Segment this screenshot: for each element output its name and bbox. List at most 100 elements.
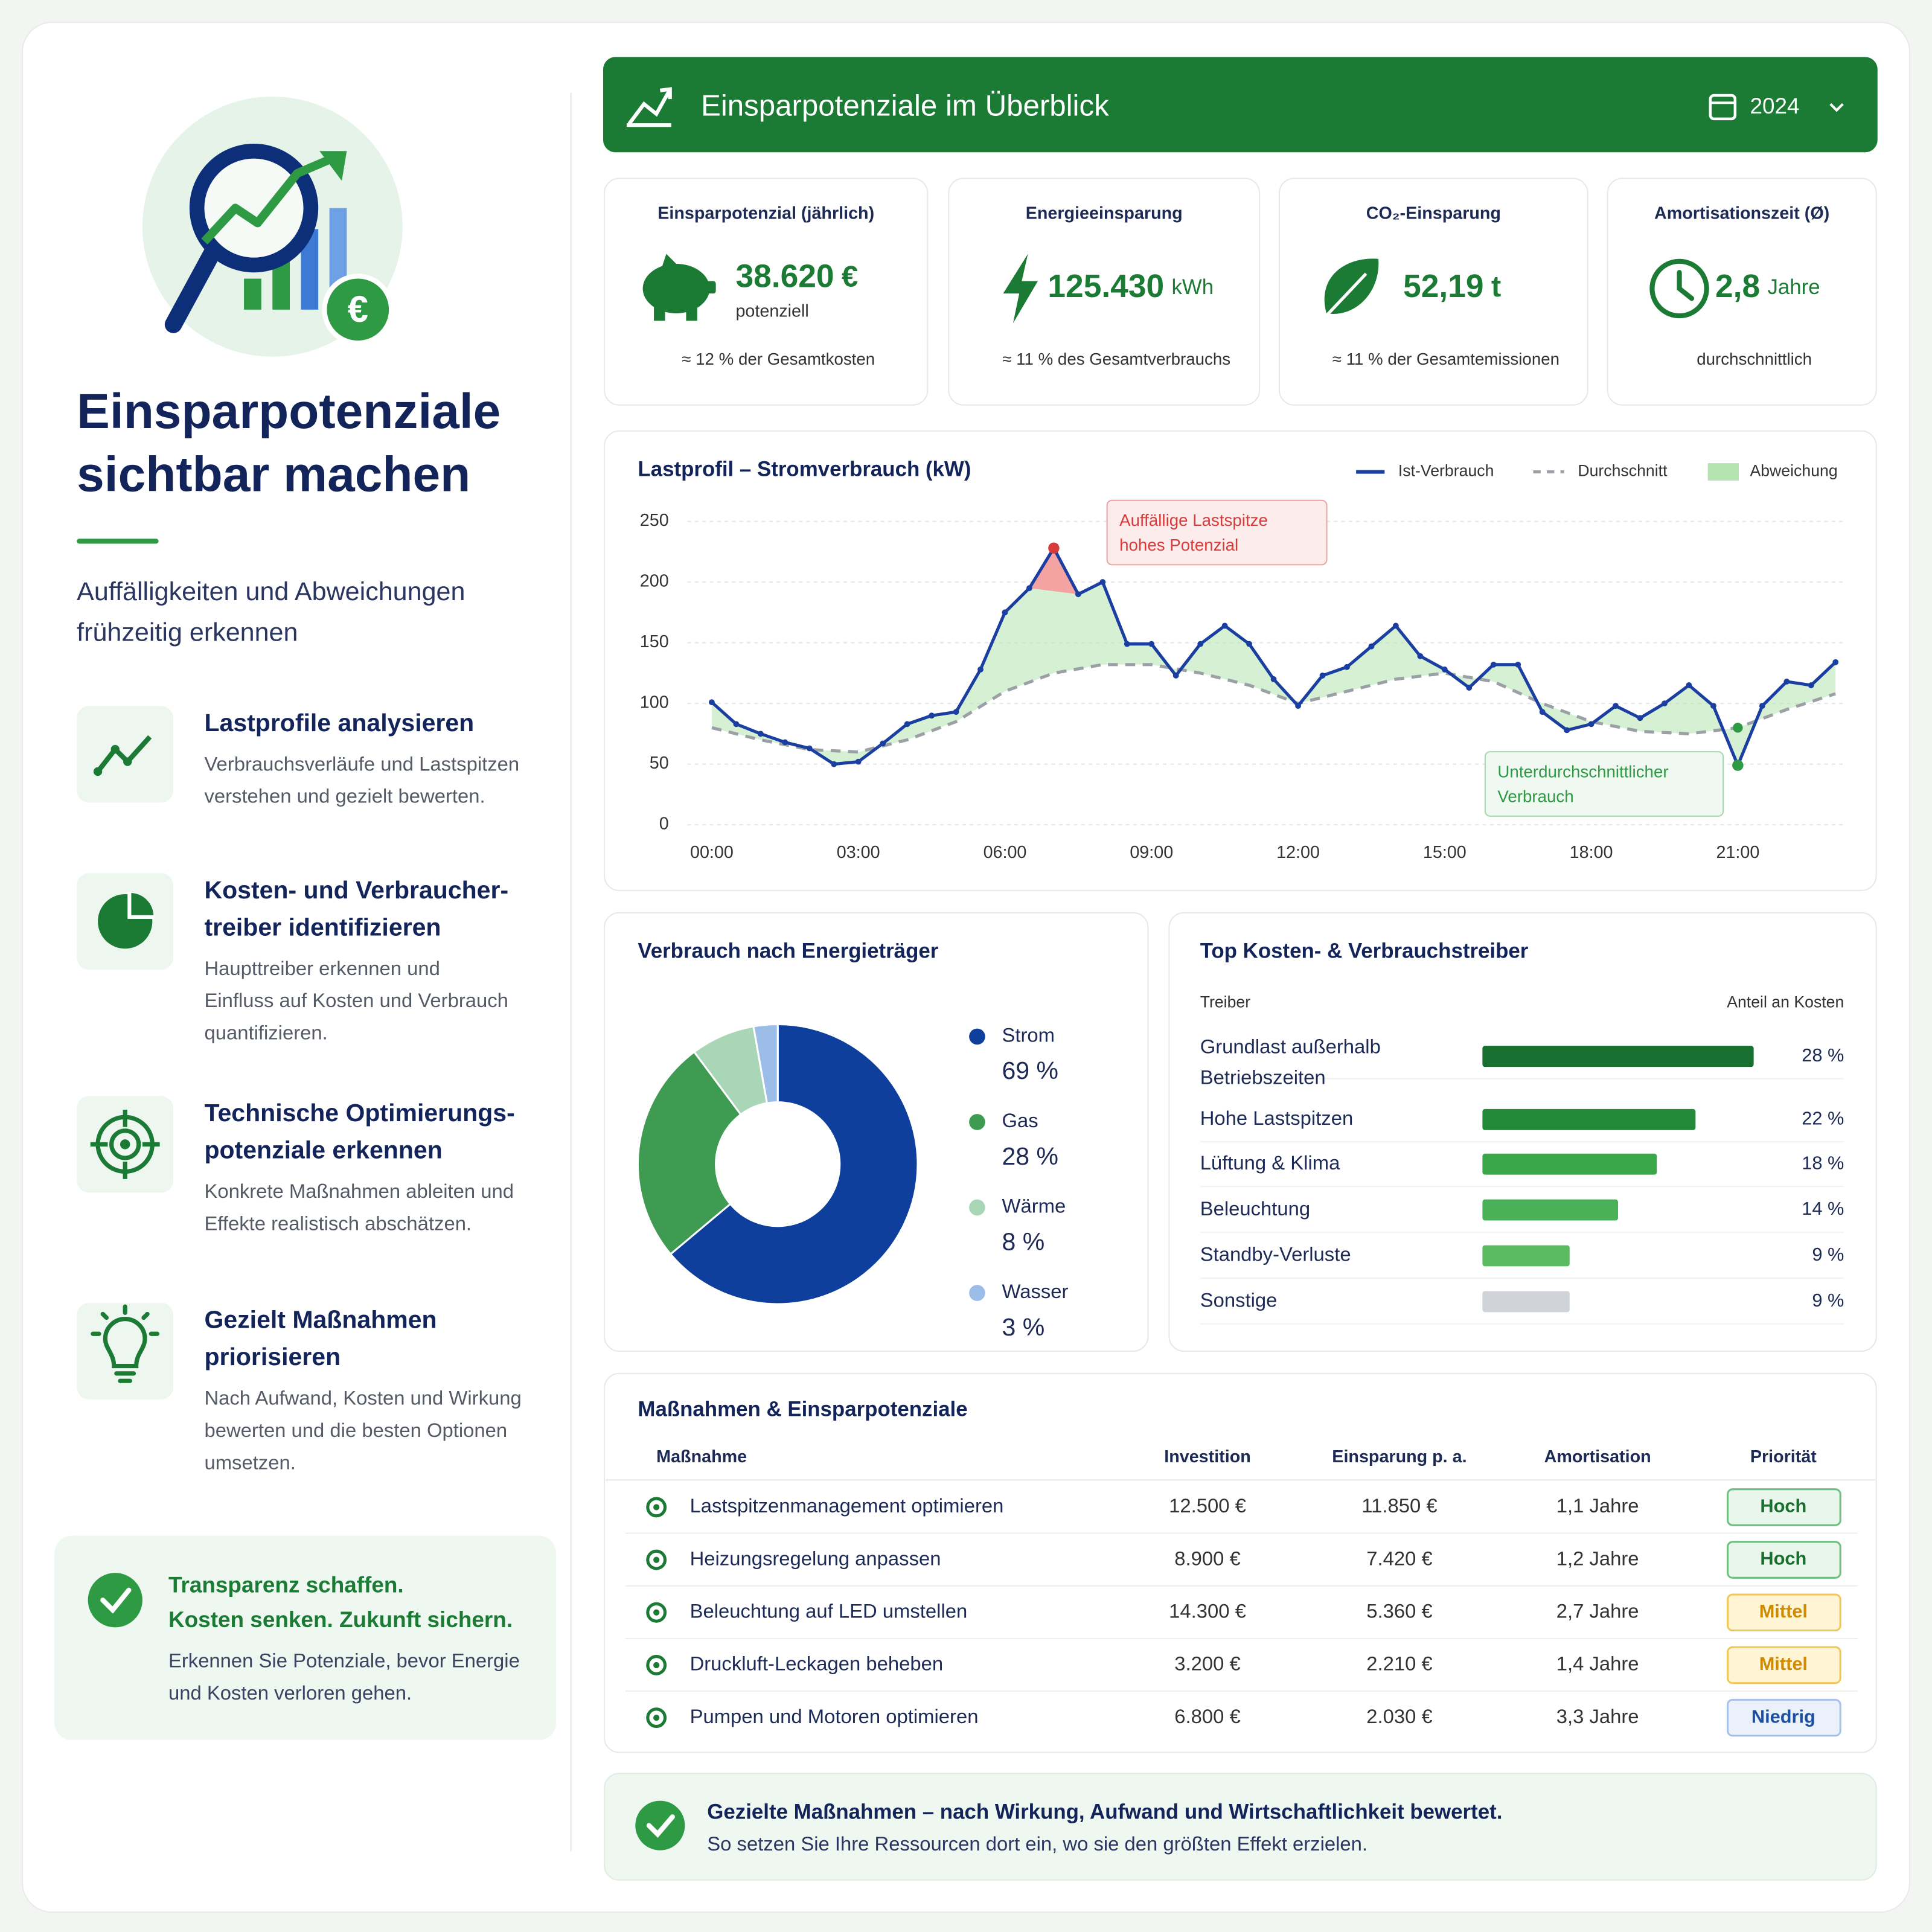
feature-description: Verbrauchsverläufe und Lastspitzen bbox=[204, 752, 519, 775]
data-point bbox=[709, 699, 715, 706]
row-icon bbox=[653, 1609, 660, 1616]
peak-area bbox=[1029, 548, 1078, 595]
kpi-icon bbox=[654, 303, 665, 321]
feature-icon bbox=[95, 735, 152, 773]
legend-label: Ist-Verbrauch bbox=[1398, 462, 1494, 480]
value-label: 18 % bbox=[1802, 1152, 1844, 1173]
value-label: 28 % bbox=[1002, 1142, 1058, 1170]
data-point bbox=[1099, 579, 1106, 586]
feature-icon bbox=[93, 767, 103, 776]
data-point bbox=[1319, 672, 1326, 679]
value-label: 9 % bbox=[1812, 1244, 1844, 1265]
dip-marker bbox=[1732, 760, 1744, 771]
data-point bbox=[1172, 672, 1179, 679]
category-label: Grundlast außerhalb Betriebszeiten bbox=[1200, 1035, 1381, 1088]
check-mark bbox=[646, 1814, 675, 1838]
y-tick-label: 250 bbox=[640, 511, 669, 530]
table-cell: 14.300 € bbox=[1169, 1599, 1246, 1622]
callout-headline: Transparenz schaffen. bbox=[168, 1572, 404, 1597]
feature-title: Technische Optimierungs- bbox=[204, 1099, 514, 1127]
table-cell: 12.500 € bbox=[1169, 1494, 1246, 1517]
measure-name: Lastspitzenmanagement optimieren bbox=[690, 1494, 1004, 1517]
feature-description: Einfluss auf Kosten und Verbrauch bbox=[204, 989, 508, 1011]
data-point bbox=[1759, 703, 1765, 709]
sidebar-subtitle: frühzeitig erkennen bbox=[77, 618, 298, 647]
header-icon bbox=[626, 87, 672, 127]
data-point bbox=[1368, 643, 1375, 650]
table-card bbox=[603, 1372, 1877, 1753]
data-point bbox=[953, 709, 959, 715]
table-cell: 1,2 Jahre bbox=[1556, 1547, 1639, 1569]
value-label: 69 % bbox=[1002, 1057, 1058, 1084]
category-label: Standby-Verluste bbox=[1200, 1243, 1351, 1265]
bar bbox=[1482, 1245, 1570, 1267]
average-line bbox=[711, 663, 1837, 754]
pie-slice bbox=[752, 1023, 779, 1104]
column-header: Einsparung p. a. bbox=[1332, 1447, 1467, 1467]
data-point bbox=[1662, 700, 1668, 707]
feature-icon bbox=[90, 1109, 160, 1179]
column-header: Treiber bbox=[1200, 993, 1251, 1011]
x-tick-label: 09:00 bbox=[1130, 843, 1173, 862]
row-icon bbox=[646, 1549, 667, 1570]
row-icon bbox=[653, 1715, 660, 1721]
kpi-value-number: 38.620 bbox=[735, 259, 834, 295]
row-icon bbox=[646, 1655, 667, 1675]
priority-label: Hoch bbox=[1760, 1495, 1806, 1517]
kpi-unit: t bbox=[1491, 270, 1501, 303]
annotation-text: Unterdurchschnittlicher bbox=[1497, 762, 1668, 781]
x-tick-label: 18:00 bbox=[1570, 843, 1613, 862]
legend-swatch bbox=[1707, 463, 1739, 481]
feature-title: priorisieren bbox=[204, 1343, 341, 1371]
kpi-icon bbox=[706, 281, 716, 294]
data-point bbox=[1466, 685, 1473, 691]
sidebar-subtitle: Auffälligkeiten und Abweichungen bbox=[77, 577, 465, 606]
bar bbox=[1482, 1199, 1618, 1221]
data-point bbox=[880, 740, 886, 747]
category-line: Grundlast außerhalb bbox=[1200, 1035, 1381, 1057]
table-cell: 2.210 € bbox=[1366, 1652, 1432, 1675]
kpi-unit: Jahre bbox=[1767, 275, 1820, 299]
kpi-icon bbox=[1003, 254, 1038, 324]
data-point bbox=[757, 731, 764, 737]
kpi-value-number: 125.430 bbox=[1048, 269, 1164, 304]
bar bbox=[1482, 1108, 1696, 1130]
deviation-area bbox=[711, 548, 1836, 766]
legend-swatch bbox=[969, 1285, 985, 1301]
column-header: Priorität bbox=[1750, 1447, 1817, 1467]
kpi-unit: kWh bbox=[1171, 275, 1214, 299]
kpi-unit: € bbox=[842, 260, 858, 293]
category-label: Beleuchtung bbox=[1200, 1197, 1310, 1220]
annotation-box bbox=[1106, 499, 1328, 566]
data-point bbox=[1344, 664, 1350, 670]
measure-name: Beleuchtung auf LED umstellen bbox=[690, 1599, 968, 1622]
kpi-icon bbox=[1649, 258, 1709, 319]
year-label[interactable]: 2024 bbox=[1750, 94, 1799, 118]
feature-description: Haupttreiber erkennen und bbox=[204, 957, 440, 979]
kpi-card bbox=[603, 178, 929, 406]
kpi-value: 125.430 kWh bbox=[1048, 269, 1214, 304]
pie-slice bbox=[636, 1051, 743, 1256]
table-cell: 2,7 Jahre bbox=[1556, 1599, 1639, 1622]
column-header: Amortisation bbox=[1544, 1447, 1651, 1467]
data-point bbox=[782, 739, 788, 746]
y-tick-label: 150 bbox=[640, 632, 669, 651]
header-bar bbox=[603, 57, 1878, 153]
x-tick-label: 06:00 bbox=[984, 843, 1027, 862]
table-cell: 8.900 € bbox=[1174, 1547, 1240, 1569]
title-underline bbox=[77, 539, 159, 544]
data-point bbox=[1148, 641, 1155, 647]
feature-icon bbox=[123, 757, 132, 766]
callout-text: Erkennen Sie Potenziale, bevor Energie bbox=[168, 1649, 520, 1671]
feature-description: Konkrete Maßnahmen ableiten und bbox=[204, 1180, 514, 1202]
priority-label: Mittel bbox=[1759, 1653, 1808, 1674]
legend-label: Durchschnitt bbox=[1578, 462, 1668, 480]
row-icon bbox=[653, 1662, 660, 1669]
annotation-text: hohes Potenzial bbox=[1119, 536, 1238, 554]
year-selector[interactable]: 2024 bbox=[1709, 94, 1844, 121]
row-icon bbox=[646, 1497, 667, 1518]
value-label: 22 % bbox=[1802, 1107, 1844, 1128]
kpi-card bbox=[948, 178, 1261, 406]
column-header: Maßnahme bbox=[656, 1447, 747, 1467]
